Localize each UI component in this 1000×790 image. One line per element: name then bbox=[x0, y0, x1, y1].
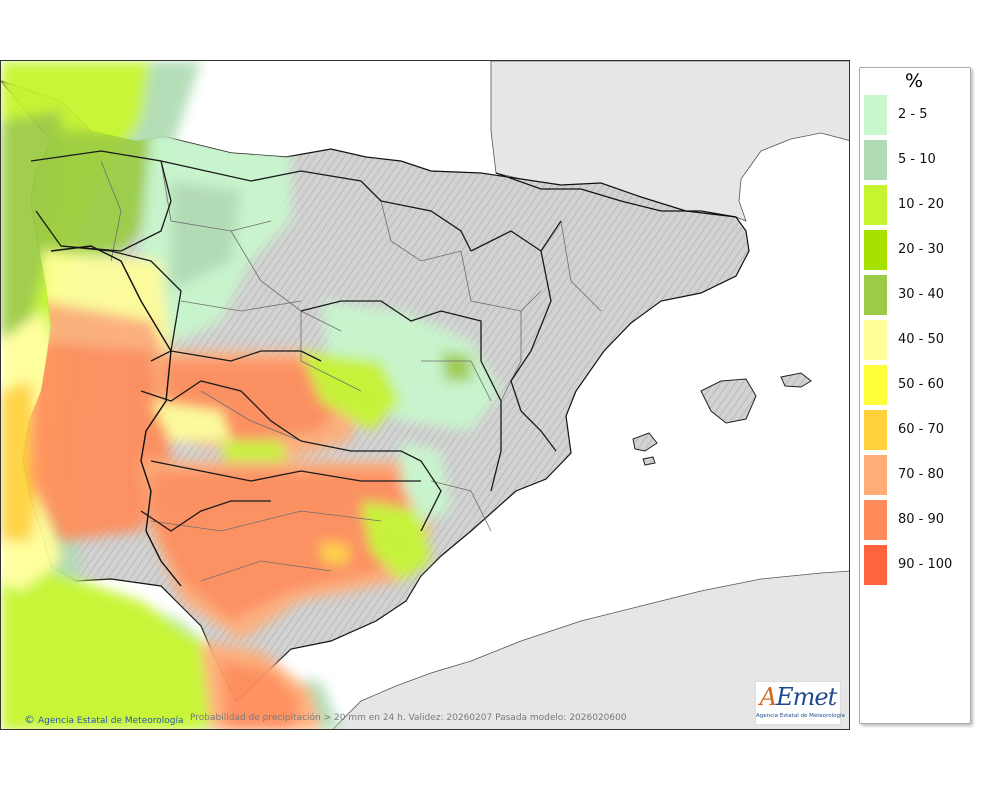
precipitation-probability-map bbox=[1, 61, 849, 729]
legend-item: 50 - 60 bbox=[864, 365, 968, 405]
legend-label: 90 - 100 bbox=[898, 557, 953, 572]
legend-swatch bbox=[864, 230, 887, 270]
legend-item: 80 - 90 bbox=[864, 500, 968, 540]
legend-item: 20 - 30 bbox=[864, 230, 968, 270]
map-caption: Probabilidad de precipitación > 20 mm en… bbox=[190, 713, 627, 723]
credit-text[interactable]: © Agencia Estatal de Meteorología bbox=[24, 713, 184, 726]
legend-label: 60 - 70 bbox=[898, 422, 945, 437]
africa-land bbox=[332, 570, 849, 729]
logo-wordmark: AEmet bbox=[759, 683, 837, 711]
ibiza bbox=[632, 432, 658, 452]
legend-label: 50 - 60 bbox=[898, 377, 945, 392]
legend-item: 40 - 50 bbox=[864, 320, 968, 360]
legend-item: 70 - 80 bbox=[864, 455, 968, 495]
legend-swatch bbox=[864, 185, 887, 225]
legend-swatch bbox=[864, 500, 887, 540]
legend-item: 10 - 20 bbox=[864, 185, 968, 225]
legend-item: 90 - 100 bbox=[864, 545, 968, 585]
france-border bbox=[495, 172, 737, 218]
legend-swatch bbox=[864, 545, 887, 585]
legend-label: 70 - 80 bbox=[898, 467, 945, 482]
aemet-logo: AEmet Agencia Estatal de Meteorología bbox=[755, 681, 845, 725]
portugal-border bbox=[50, 245, 182, 587]
region-boundaries bbox=[100, 160, 602, 582]
legend-item: 2 - 5 bbox=[864, 95, 968, 135]
legend-label: 2 - 5 bbox=[898, 107, 928, 122]
legend-label: 10 - 20 bbox=[898, 197, 945, 212]
legend-label: 5 - 10 bbox=[898, 152, 936, 167]
legend-item: 5 - 10 bbox=[864, 140, 968, 180]
copyright-icon: © bbox=[24, 713, 35, 726]
menorca bbox=[780, 372, 812, 388]
legend-title: % bbox=[904, 70, 924, 92]
legend-swatch bbox=[864, 365, 887, 405]
mallorca bbox=[700, 378, 757, 424]
legend-label: 40 - 50 bbox=[898, 332, 945, 347]
legend-swatch bbox=[864, 95, 887, 135]
legend-swatch bbox=[864, 275, 887, 315]
logo-subtitle: Agencia Estatal de Meteorología bbox=[756, 713, 845, 719]
legend-label: 80 - 90 bbox=[898, 512, 945, 527]
legend-item: 30 - 40 bbox=[864, 275, 968, 315]
legend-swatch bbox=[864, 410, 887, 450]
map-frame bbox=[0, 60, 850, 730]
community-boundaries bbox=[30, 150, 562, 532]
legend-swatch bbox=[864, 455, 887, 495]
legend-swatch bbox=[864, 320, 887, 360]
legend-item: 60 - 70 bbox=[864, 410, 968, 450]
legend-panel: % 2 - 5 5 - 10 10 - 20 20 - 30 30 - 40 40 - 5… bbox=[859, 67, 971, 724]
legend-label: 20 - 30 bbox=[898, 242, 945, 257]
legend-label: 30 - 40 bbox=[898, 287, 945, 302]
formentera bbox=[642, 456, 656, 466]
legend-swatch bbox=[864, 140, 887, 180]
credit-label: Agencia Estatal de Meteorología bbox=[38, 716, 184, 726]
